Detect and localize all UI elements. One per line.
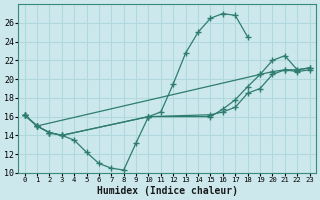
X-axis label: Humidex (Indice chaleur): Humidex (Indice chaleur)	[97, 186, 237, 196]
